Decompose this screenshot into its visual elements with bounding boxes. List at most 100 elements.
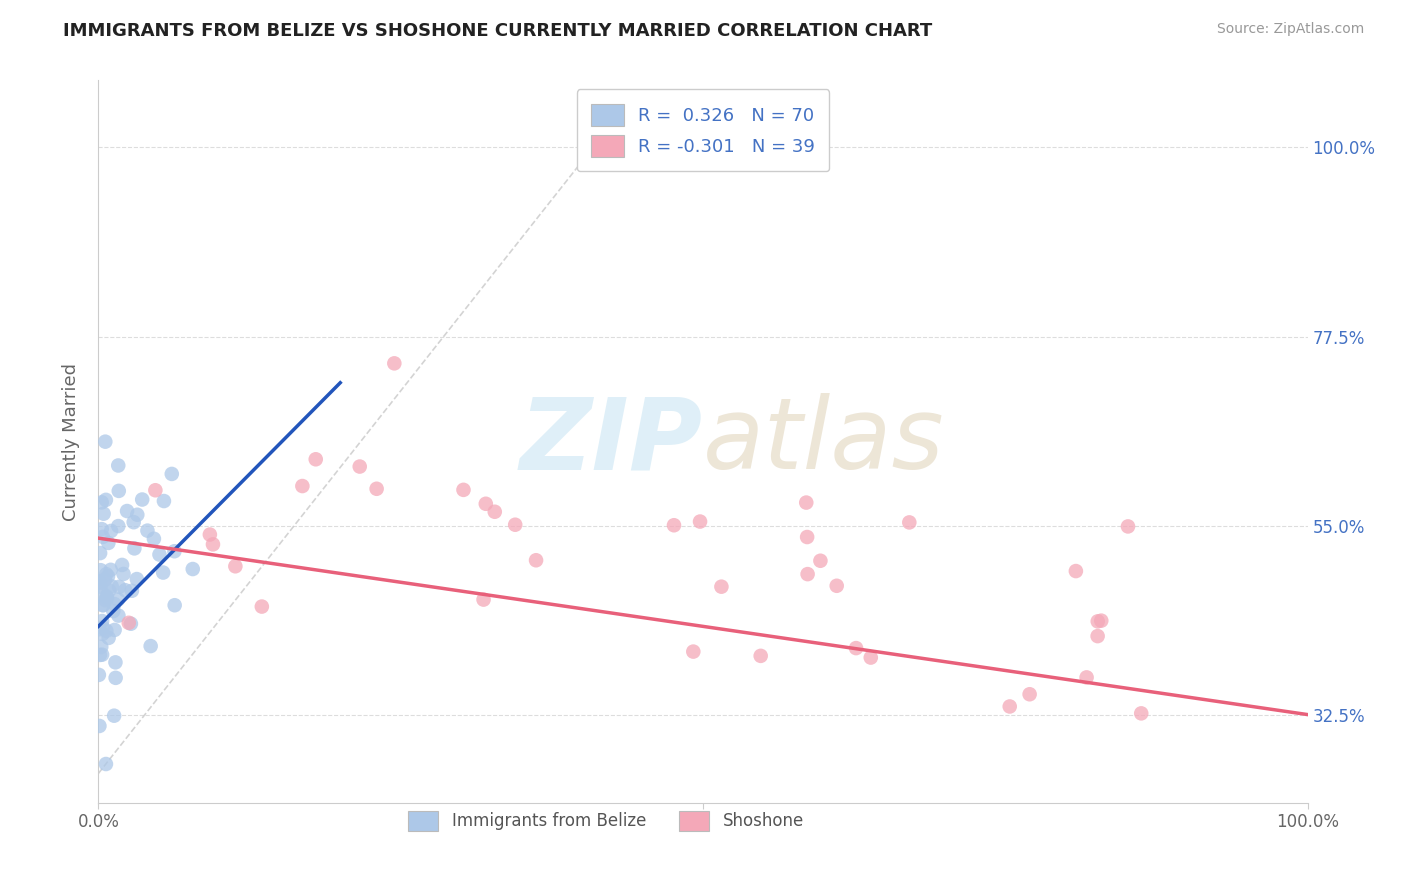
Point [91,648,114,662]
Point [152,566,174,580]
Point [107,592,129,607]
Point [94,593,117,607]
Point [107,458,129,473]
Point [107,608,129,623]
Point [475,497,498,511]
Point [91,599,114,613]
Point [453,483,475,497]
Point [148,548,170,562]
Point [1087,615,1109,629]
Point [103,708,125,723]
Point [291,479,314,493]
Point [160,467,183,481]
Legend: Immigrants from Belize, Shoshone: Immigrants from Belize, Shoshone [402,805,811,838]
Point [125,572,148,586]
Point [89,574,111,589]
Text: atlas: atlas [703,393,945,490]
Point [710,580,733,594]
Point [472,592,495,607]
Point [90,563,112,577]
Point [96,567,118,582]
Point [153,494,176,508]
Point [484,505,506,519]
Point [810,554,832,568]
Point [689,515,711,529]
Point [112,566,135,581]
Point [111,558,134,572]
Point [100,563,122,577]
Point [97,536,120,550]
Point [93,507,115,521]
Point [382,356,405,370]
Point [120,616,142,631]
Point [114,583,136,598]
Point [104,656,127,670]
Point [91,614,114,628]
Point [124,541,146,556]
Point [100,524,122,538]
Point [90,640,112,654]
Point [91,620,114,634]
Point [118,615,141,630]
Point [89,575,111,590]
Point [1018,687,1040,701]
Point [91,587,114,601]
Point [90,522,112,536]
Point [104,623,127,637]
Point [305,452,328,467]
Point [662,518,685,533]
Point [96,591,118,606]
Point [97,631,120,645]
Point [108,580,131,594]
Point [250,599,273,614]
Point [796,530,818,544]
Point [794,495,817,509]
Point [94,573,117,587]
Point [131,492,153,507]
Point [96,624,118,638]
Point [163,599,186,613]
Text: Source: ZipAtlas.com: Source: ZipAtlas.com [1216,22,1364,37]
Point [104,671,127,685]
Point [845,641,868,656]
Point [89,648,111,662]
Point [98,583,121,598]
Point [749,648,772,663]
Point [107,483,129,498]
Point [89,546,111,560]
Point [898,516,921,530]
Point [224,559,246,574]
Point [682,644,704,658]
Point [1064,564,1087,578]
Point [89,622,111,636]
Point [139,639,162,653]
Point [96,590,118,604]
Point [163,544,186,558]
Point [103,604,125,618]
Point [1090,614,1112,628]
Point [198,527,221,541]
Point [1087,629,1109,643]
Point [91,627,114,641]
Point [90,495,112,509]
Point [201,537,224,551]
Point [349,459,371,474]
Point [91,530,114,544]
Point [1076,670,1098,684]
Point [825,579,848,593]
Point [103,597,125,611]
Y-axis label: Currently Married: Currently Married [62,362,80,521]
Point [524,553,547,567]
Point [366,482,388,496]
Point [127,508,149,522]
Point [87,668,110,682]
Point [89,580,111,594]
Point [100,579,122,593]
Point [796,567,818,582]
Point [122,515,145,529]
Point [91,598,114,612]
Point [136,524,159,538]
Point [121,583,143,598]
Text: ZIP: ZIP [520,393,703,490]
Point [1130,706,1153,721]
